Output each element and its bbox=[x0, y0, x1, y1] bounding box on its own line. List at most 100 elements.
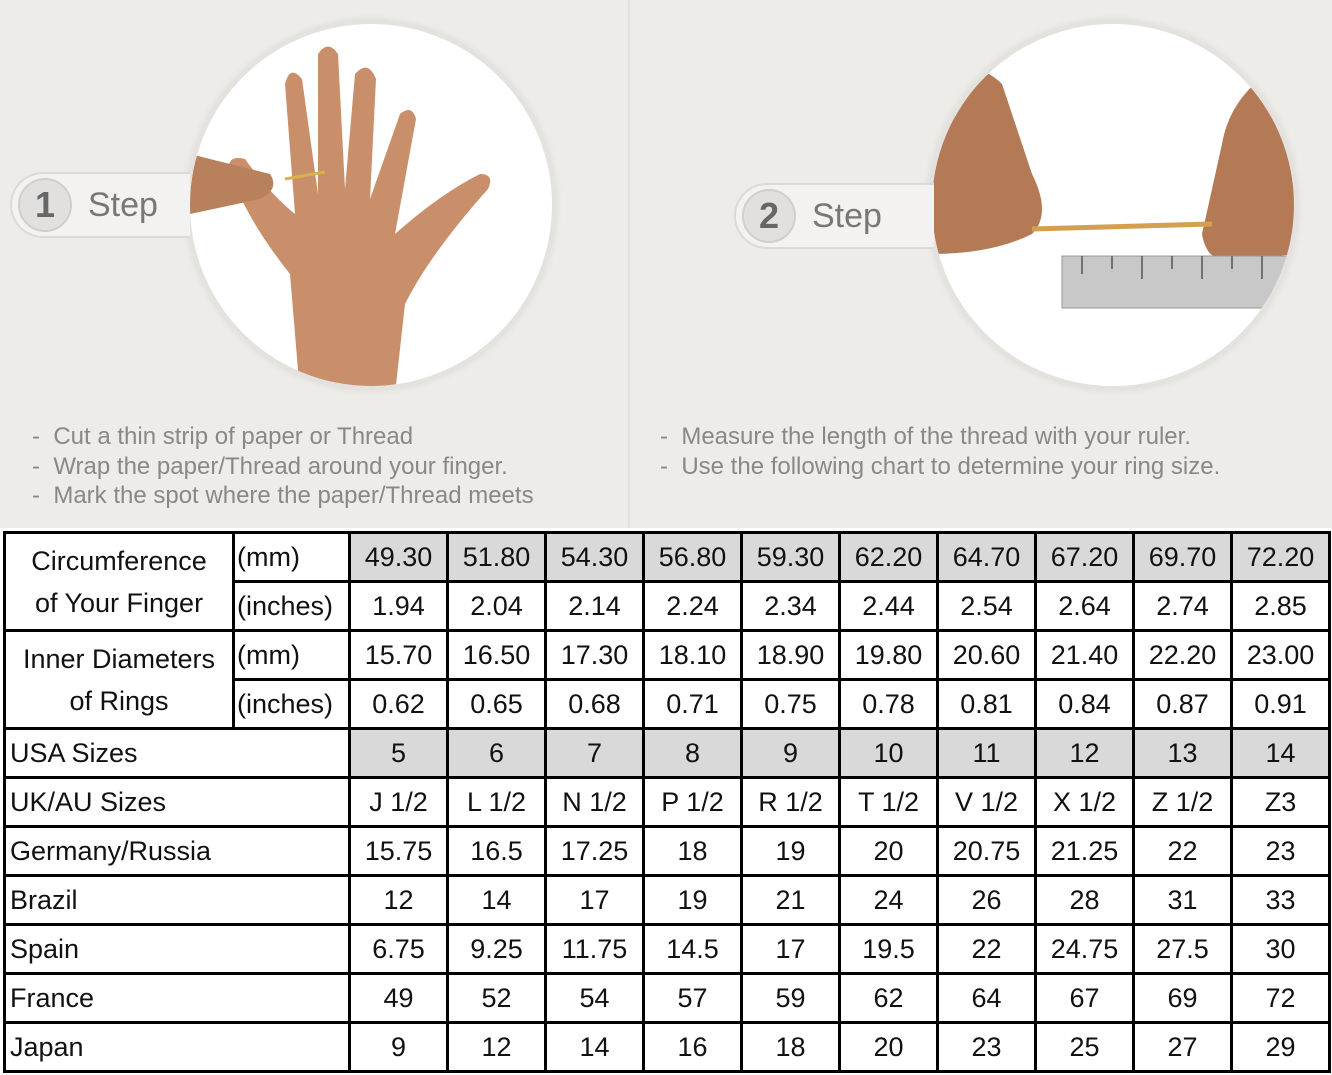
table-cell: 59 bbox=[740, 972, 841, 1024]
table-cell: 31 bbox=[1132, 874, 1233, 926]
table-cell: 13 bbox=[1132, 727, 1233, 779]
table-row: Japan 9 12 14 16 18 20 23 25 27 29 bbox=[3, 1021, 1331, 1073]
table-cell: 6 bbox=[446, 727, 547, 779]
table-cell: 0.65 bbox=[446, 678, 547, 730]
table-cell: R 1/2 bbox=[740, 776, 841, 828]
table-cell: 0.62 bbox=[348, 678, 449, 730]
table-cell: 18.10 bbox=[642, 629, 743, 681]
step-1-badge: 1 Step bbox=[10, 172, 190, 238]
table-cell: 14 bbox=[544, 1021, 645, 1073]
table-cell: 67 bbox=[1034, 972, 1135, 1024]
table-cell: 18 bbox=[740, 1021, 841, 1073]
table-cell: 49 bbox=[348, 972, 449, 1024]
instruction-item: Use the following chart to determine you… bbox=[660, 452, 1220, 482]
row-label: Japan bbox=[3, 1021, 351, 1073]
instruction-item: Cut a thin strip of paper or Thread bbox=[32, 422, 534, 452]
table-cell: 15.70 bbox=[348, 629, 449, 681]
table-cell: 12 bbox=[1034, 727, 1135, 779]
instruction-item: Measure the length of the thread with yo… bbox=[660, 422, 1220, 452]
step-number: 2 bbox=[742, 189, 796, 243]
table-cell: 51.80 bbox=[446, 531, 547, 583]
label-line: of Your Finger bbox=[34, 587, 204, 618]
table-cell: 33 bbox=[1230, 874, 1331, 926]
table-cell: 2.74 bbox=[1132, 580, 1233, 632]
table-cell: 30 bbox=[1230, 923, 1331, 975]
table-cell: 62 bbox=[838, 972, 939, 1024]
table-cell: 2.85 bbox=[1230, 580, 1331, 632]
table-cell: N 1/2 bbox=[544, 776, 645, 828]
table-cell: 17 bbox=[544, 874, 645, 926]
row-label: Brazil bbox=[3, 874, 351, 926]
table-cell: 14 bbox=[446, 874, 547, 926]
table-cell: 12 bbox=[446, 1021, 547, 1073]
table-row: USA Sizes 5 6 7 8 9 10 11 12 13 14 bbox=[3, 727, 1331, 779]
table-cell: 19 bbox=[642, 874, 743, 926]
table-cell: 17.30 bbox=[544, 629, 645, 681]
table-cell: Z3 bbox=[1230, 776, 1331, 828]
step-2-badge: 2 Step bbox=[734, 183, 934, 249]
table-cell: 6.75 bbox=[348, 923, 449, 975]
table-cell: 22 bbox=[1132, 825, 1233, 877]
table-row: Inner Diameters of Rings (mm) 15.70 16.50 17.… bbox=[3, 629, 1331, 730]
table-cell: 26 bbox=[936, 874, 1037, 926]
instructions-panel: 1 Step 2 Step Cut a thin strip of paper … bbox=[0, 0, 1332, 528]
table-cell: 19 bbox=[740, 825, 841, 877]
table-cell: 2.54 bbox=[936, 580, 1037, 632]
label-line: Inner Diameters bbox=[22, 643, 216, 674]
table-cell: 69.70 bbox=[1132, 531, 1233, 583]
step-label: Step bbox=[812, 196, 882, 235]
table-cell: 16 bbox=[642, 1021, 743, 1073]
table-cell: 2.34 bbox=[740, 580, 841, 632]
table-row: Circumference of Your Finger (mm) 49.30 51.8… bbox=[3, 531, 1331, 632]
hand-wrapping-thread-image bbox=[186, 20, 556, 390]
table-cell: 62.20 bbox=[838, 531, 939, 583]
table-cell: 2.44 bbox=[838, 580, 939, 632]
table-row: France 49 52 54 57 59 62 64 67 69 72 bbox=[3, 972, 1331, 1024]
table-cell: 24 bbox=[838, 874, 939, 926]
row-label: Spain bbox=[3, 923, 351, 975]
measuring-thread-ruler-image bbox=[928, 20, 1298, 390]
step-2-instructions: Measure the length of the thread with yo… bbox=[660, 422, 1220, 481]
table-cell: 49.30 bbox=[348, 531, 449, 583]
table-cell: 10 bbox=[838, 727, 939, 779]
table-cell: 20.60 bbox=[936, 629, 1037, 681]
table-cell: 1.94 bbox=[348, 580, 449, 632]
unit-label: (inches) bbox=[232, 678, 351, 730]
table-cell: Z 1/2 bbox=[1132, 776, 1233, 828]
table-row: Spain 6.75 9.25 11.75 14.5 17 19.5 22 24.75 27.5 3… bbox=[3, 923, 1331, 975]
table-cell: 18 bbox=[642, 825, 743, 877]
table-cell: 22.20 bbox=[1132, 629, 1233, 681]
row-label: France bbox=[3, 972, 351, 1024]
table-cell: 20 bbox=[838, 825, 939, 877]
step-1-instructions: Cut a thin strip of paper or Thread Wrap… bbox=[32, 422, 534, 511]
table-cell: 64.70 bbox=[936, 531, 1037, 583]
table-cell: 5 bbox=[348, 727, 449, 779]
table-cell: 56.80 bbox=[642, 531, 743, 583]
table-cell: X 1/2 bbox=[1034, 776, 1135, 828]
table-cell: 9 bbox=[348, 1021, 449, 1073]
table-cell: 19.80 bbox=[838, 629, 939, 681]
table-row: (inches) 0.62 0.65 0.68 0.71 0.75 0.78 0.81 0.84… bbox=[5, 678, 1331, 730]
step-number: 1 bbox=[18, 178, 72, 232]
table-cell: P 1/2 bbox=[642, 776, 743, 828]
instruction-item: Wrap the paper/Thread around your finger… bbox=[32, 452, 534, 482]
table-cell: 52 bbox=[446, 972, 547, 1024]
row-label: USA Sizes bbox=[3, 727, 351, 779]
table-row: Brazil 12 14 17 19 21 24 26 28 31 33 bbox=[3, 874, 1331, 926]
table-cell: T 1/2 bbox=[838, 776, 939, 828]
row-label: UK/AU Sizes bbox=[3, 776, 351, 828]
table-cell: 14.5 bbox=[642, 923, 743, 975]
table-cell: 20.75 bbox=[936, 825, 1037, 877]
label-line: of Rings bbox=[69, 685, 169, 716]
instruction-item: Mark the spot where the paper/Thread mee… bbox=[32, 481, 533, 511]
diameter-label: Inner Diameters of Rings bbox=[3, 629, 235, 730]
table-cell: 21 bbox=[740, 874, 841, 926]
table-cell: 9 bbox=[740, 727, 841, 779]
ring-size-table: Circumference of Your Finger (mm) 49.30 51.8… bbox=[3, 531, 1331, 1073]
table-cell: 23.00 bbox=[1230, 629, 1331, 681]
table-cell: 72.20 bbox=[1230, 531, 1331, 583]
table-cell: 17 bbox=[740, 923, 841, 975]
table-cell: 0.75 bbox=[740, 678, 841, 730]
table-cell: 23 bbox=[936, 1021, 1037, 1073]
unit-label: (inches) bbox=[232, 580, 351, 632]
